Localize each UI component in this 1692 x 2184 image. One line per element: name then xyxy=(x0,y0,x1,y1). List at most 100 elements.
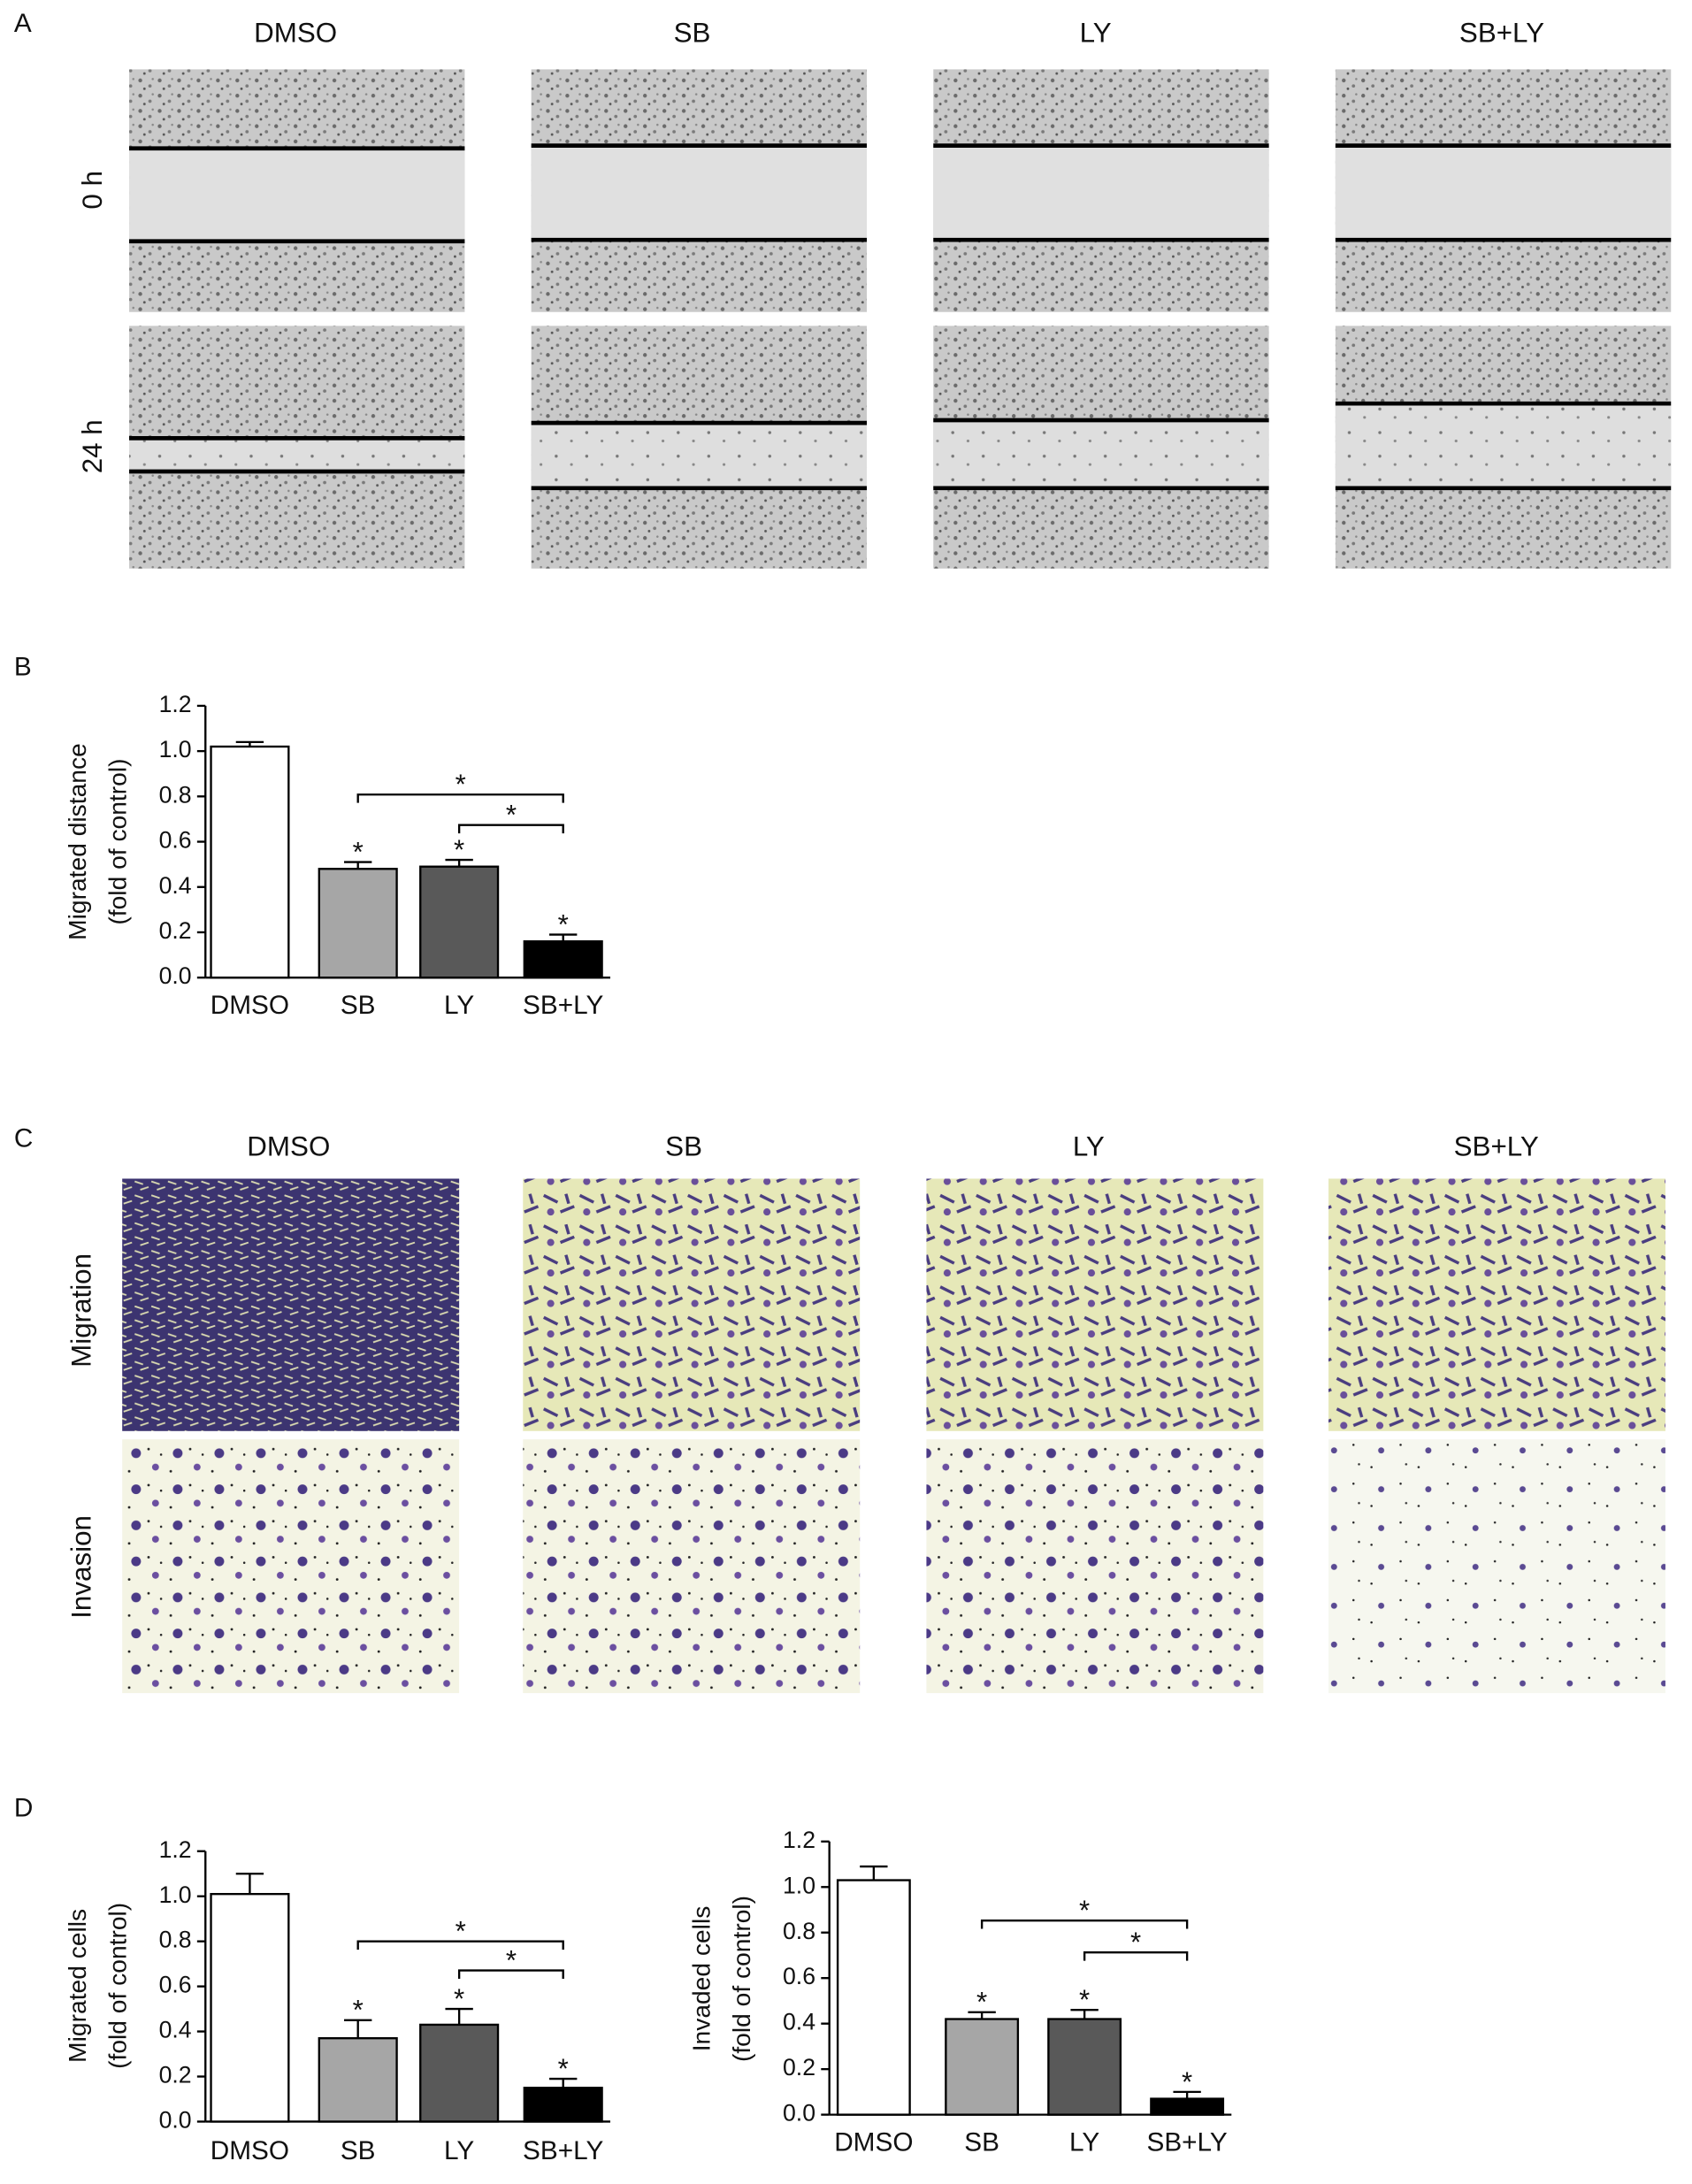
row-label: 0 h xyxy=(77,171,108,210)
bar xyxy=(523,2087,603,2123)
wound-gap xyxy=(531,423,868,488)
comparison-label: * xyxy=(456,769,466,800)
column-header: SB xyxy=(674,17,711,48)
y-axis-label: Invaded cells xyxy=(686,1906,715,2052)
wound-gap xyxy=(129,438,465,471)
significance-label: * xyxy=(1079,1984,1090,2015)
y-tick-label: 0.0 xyxy=(159,2106,192,2133)
significance-label: * xyxy=(558,2053,569,2084)
significance-label: * xyxy=(353,836,364,867)
significance-label: * xyxy=(1182,2066,1192,2097)
column-header: DMSO xyxy=(247,1130,330,1161)
y-tick-label: 0.8 xyxy=(159,781,192,808)
bar xyxy=(210,745,290,979)
x-tick-label: LY xyxy=(444,2136,474,2165)
comparison-label: * xyxy=(506,800,517,831)
row-label: Invasion xyxy=(66,1515,97,1619)
comparison-bracket xyxy=(356,1940,564,1950)
y-tick-label: 0.0 xyxy=(783,2100,815,2127)
y-tick-label: 0.4 xyxy=(783,2009,815,2035)
wound-gap xyxy=(933,145,1269,241)
y-axis-label: (fold of control) xyxy=(103,758,132,924)
x-tick-label: LY xyxy=(444,991,474,1020)
bar xyxy=(419,865,500,979)
x-tick-label: DMSO xyxy=(834,2127,913,2157)
y-tick-label: 0.8 xyxy=(159,1927,192,1953)
x-tick-label: LY xyxy=(1069,2127,1099,2157)
row-label: Migration xyxy=(66,1253,97,1368)
comparison-label: * xyxy=(1079,1895,1090,1926)
bar xyxy=(318,868,398,979)
column-header: LY xyxy=(1073,1130,1105,1161)
comparison-bracket xyxy=(980,1919,1189,1929)
micrograph xyxy=(926,1439,1264,1694)
bar xyxy=(210,1892,290,2123)
x-tick-label: SB+LY xyxy=(523,2136,603,2165)
panel-letter: C xyxy=(14,1123,34,1153)
x-tick-label: DMSO xyxy=(211,991,289,1020)
wound-gap xyxy=(531,145,868,241)
comparison-label: * xyxy=(1130,1927,1141,1958)
y-tick-label: 0.2 xyxy=(159,917,192,944)
micrograph xyxy=(122,1439,460,1694)
y-tick-label: 1.2 xyxy=(159,1836,192,1863)
y-tick-label: 1.0 xyxy=(159,736,192,762)
y-tick-label: 0.4 xyxy=(159,2017,192,2043)
column-header: SB xyxy=(665,1130,702,1161)
y-tick-label: 0.6 xyxy=(159,827,192,854)
y-axis-label: Migrated cells xyxy=(63,1909,91,2063)
y-tick-label: 0.0 xyxy=(159,962,192,989)
row-label: 24 h xyxy=(77,419,108,473)
micrograph xyxy=(122,1178,460,1431)
panel-letter: A xyxy=(14,9,32,38)
bar xyxy=(945,2018,1020,2116)
y-tick-label: 0.6 xyxy=(783,1963,815,1989)
x-tick-label: DMSO xyxy=(211,2136,289,2165)
significance-label: * xyxy=(558,908,569,939)
comparison-label: * xyxy=(506,1944,517,1975)
micrograph xyxy=(926,1178,1264,1431)
y-tick-label: 0.8 xyxy=(783,1918,815,1944)
content: A B C D DMSO SB LY SB+LY 0 h 24 h DMSO SB LY SB+LY Mig… xyxy=(14,9,1672,2165)
y-tick-label: 1.2 xyxy=(783,1827,815,1853)
comparison-label: * xyxy=(456,1916,466,1947)
bar xyxy=(318,2037,398,2123)
y-axis-label: (fold of control) xyxy=(727,1896,755,2062)
comparison-bracket xyxy=(356,793,564,803)
x-tick-label: SB xyxy=(341,991,376,1020)
y-tick-label: 1.0 xyxy=(783,1872,815,1898)
wound-gap xyxy=(933,419,1269,488)
y-axis-label: (fold of control) xyxy=(103,1903,132,2069)
bar xyxy=(1150,2097,1225,2116)
bar xyxy=(419,2023,500,2123)
x-tick-label: SB xyxy=(341,2136,376,2165)
comparison-bracket xyxy=(457,824,564,834)
y-tick-label: 1.2 xyxy=(159,691,192,717)
column-header: SB+LY xyxy=(1459,17,1544,48)
micrograph xyxy=(1328,1439,1665,1694)
column-header: LY xyxy=(1080,17,1112,48)
column-header: DMSO xyxy=(254,17,337,48)
comparison-bracket xyxy=(1083,1951,1189,1961)
significance-label: * xyxy=(353,1995,364,2026)
micrograph xyxy=(523,1439,861,1694)
x-tick-label: SB xyxy=(964,2127,999,2157)
x-tick-label: SB+LY xyxy=(1146,2127,1227,2157)
wound-gap xyxy=(1335,403,1672,488)
wound-gap xyxy=(1335,145,1672,241)
y-axis-label: Migrated distance xyxy=(63,743,91,940)
y-tick-label: 1.0 xyxy=(159,1881,192,1908)
bar xyxy=(523,940,603,979)
micrograph xyxy=(1328,1178,1665,1431)
micrograph xyxy=(523,1178,861,1431)
y-tick-label: 0.2 xyxy=(783,2054,815,2081)
y-tick-label: 0.2 xyxy=(159,2062,192,2088)
panel-letter: B xyxy=(14,652,32,681)
comparison-bracket xyxy=(457,1969,564,1979)
bar xyxy=(836,1879,911,2116)
significance-label: * xyxy=(976,1987,987,2018)
wound-gap xyxy=(129,148,465,241)
panel-letter: D xyxy=(14,1794,34,1823)
